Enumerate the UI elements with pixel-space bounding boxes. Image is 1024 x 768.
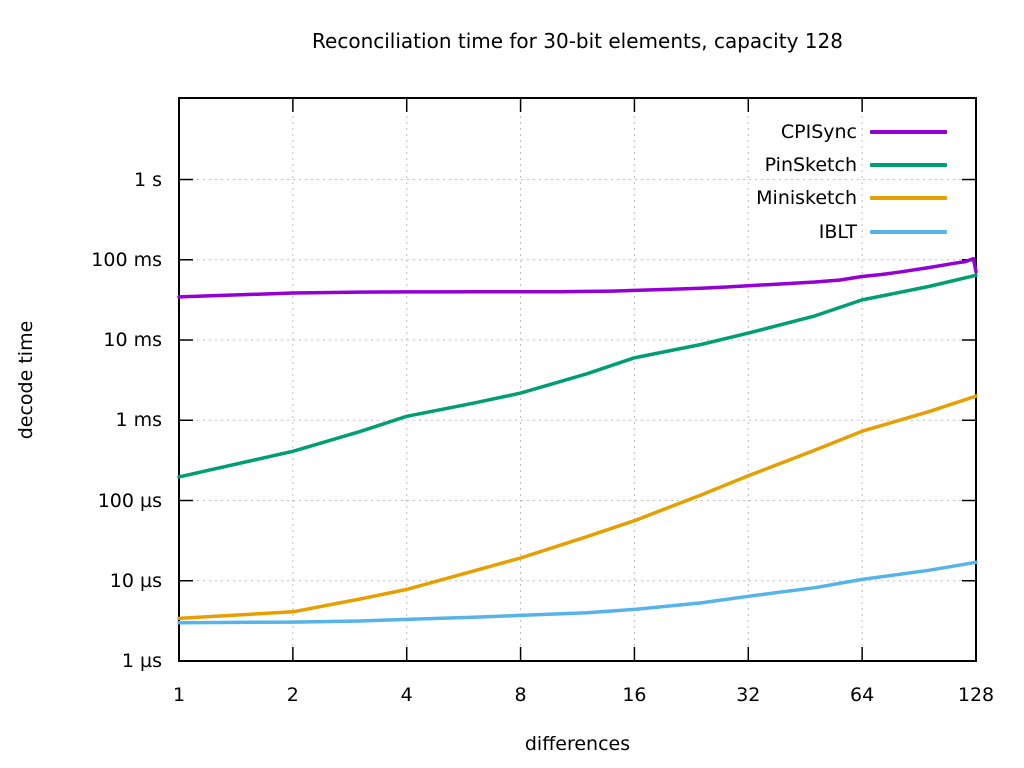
legend-line-sample xyxy=(870,163,947,168)
x-tick-label: 4 xyxy=(400,684,413,706)
x-tick-label: 8 xyxy=(514,684,527,706)
series-line-minisketch xyxy=(177,394,978,621)
y-axis-label: decode time xyxy=(15,320,37,440)
legend-label: IBLT xyxy=(818,220,857,243)
x-tick-label: 32 xyxy=(736,684,761,706)
y-tick-label: 10 ms xyxy=(103,329,162,352)
x-tick-label: 1 xyxy=(172,684,186,706)
plot-border xyxy=(178,97,977,662)
y-tick-label: 100 µs xyxy=(97,489,162,512)
legend-entry-cpisync: CPISync xyxy=(756,115,947,148)
chart-title: Reconciliation time for 30-bit elements,… xyxy=(312,29,843,53)
legend-line-sample xyxy=(870,129,947,134)
x-tick-label: 128 xyxy=(957,684,995,706)
legend: CPISync PinSketch Minisketch IBLT xyxy=(756,115,947,249)
legend-entry-minisketch: Minisketch xyxy=(756,182,947,215)
legend-line-sample xyxy=(870,229,947,234)
legend-entry-pinsketch: PinSketch xyxy=(756,148,947,181)
y-tick-label: 100 ms xyxy=(91,248,162,271)
legend-label: PinSketch xyxy=(764,154,857,177)
y-tick-label: 10 µs xyxy=(109,569,162,592)
y-tick-label: 1 µs xyxy=(121,650,162,672)
legend-entry-iblt: IBLT xyxy=(756,215,947,248)
x-tick-label: 16 xyxy=(622,684,647,706)
series-line-pinsketch xyxy=(177,273,978,479)
legend-line-sample xyxy=(870,196,947,201)
x-tick-label: 64 xyxy=(850,684,875,706)
legend-label: CPISync xyxy=(780,120,857,143)
series-line-cpisync xyxy=(177,256,978,299)
y-tick-label: 1 ms xyxy=(115,409,162,432)
series-line-iblt xyxy=(177,560,978,625)
x-tick-label: 2 xyxy=(286,684,299,706)
y-tick-label: 1 s xyxy=(133,168,162,191)
legend-label: Minisketch xyxy=(756,187,857,210)
x-axis-label: differences xyxy=(524,733,631,755)
